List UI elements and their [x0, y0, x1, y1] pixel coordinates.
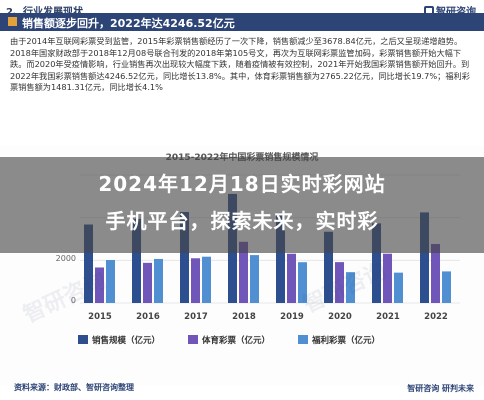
- bar-2022-1: [431, 244, 440, 303]
- footer-brand: 智研咨询 研判未来: [407, 384, 474, 393]
- bar-2021-2: [394, 272, 403, 303]
- x-tick-label: 2021: [376, 312, 400, 322]
- bar-2021-1: [383, 253, 392, 303]
- title-square-icon: [8, 17, 17, 26]
- y-tick-label: 0: [70, 296, 76, 305]
- bar-2021-0: [372, 223, 381, 303]
- legend-label: 销售规模（亿元）: [92, 336, 161, 346]
- bar-2015-2: [106, 260, 115, 303]
- bar-2020-1: [335, 262, 344, 303]
- x-tick-label: 2016: [136, 312, 160, 322]
- legend-item: 销售规模（亿元）: [78, 334, 160, 348]
- x-tick-label: 2020: [328, 312, 352, 322]
- x-tick-label: 2019: [280, 312, 304, 322]
- source-note: 资料来源：财政部、智研咨询整理: [14, 383, 134, 392]
- bar-2015-1: [95, 267, 104, 303]
- bar-2016-0: [132, 218, 141, 303]
- header: 2、行业发展现状 智研咨询 销售额逐步回升，2022年达4246.52亿元: [0, 0, 484, 31]
- x-tick-label: 2015: [88, 312, 112, 322]
- overlay-headline-line1: 2024年12月18日实时彩网站: [98, 172, 386, 196]
- section-tag: 2、行业发展现状: [6, 3, 83, 18]
- bar-2019-1: [287, 253, 296, 303]
- page-title: 销售额逐步回升，2022年达4246.52亿元: [22, 17, 235, 30]
- x-tick-label: 2022: [424, 312, 448, 322]
- bar-2017-0: [180, 211, 189, 303]
- bar-2017-2: [202, 256, 211, 303]
- overlay-headline-line2: 手机平台，探索未来，实时彩: [105, 209, 379, 233]
- legend-label: 体育彩票（亿元）: [202, 336, 271, 346]
- bar-2019-2: [298, 262, 307, 303]
- y-tick-label: 2000: [55, 254, 76, 263]
- bar-2022-0: [420, 212, 429, 303]
- bar-2017-1: [191, 258, 200, 303]
- body-paragraph: 由于2014年互联网彩票受到监管，2015年彩票销售额经历了一次下降，销售额减少…: [10, 36, 470, 92]
- headline-overlay: [0, 157, 484, 253]
- brand-name: 智研咨询: [436, 7, 476, 18]
- bar-2018-2: [250, 255, 259, 303]
- legend-label: 福利彩票（亿元）: [312, 336, 381, 346]
- legend-item: 福利彩票（亿元）: [298, 334, 380, 348]
- legend-swatch: [188, 335, 198, 344]
- x-tick-label: 2018: [232, 312, 256, 322]
- bar-2022-2: [442, 271, 451, 303]
- legend-swatch: [298, 335, 308, 344]
- legend-swatch: [78, 335, 88, 344]
- bar-2015-0: [84, 224, 93, 303]
- bar-2016-1: [143, 262, 152, 303]
- x-tick-label: 2017: [184, 312, 208, 322]
- bar-2016-2: [154, 258, 163, 303]
- bar-2018-1: [239, 241, 248, 303]
- bar-2020-2: [346, 272, 355, 303]
- title-bar: 销售额逐步回升，2022年达4246.52亿元: [0, 13, 484, 31]
- bar-2019-0: [276, 212, 285, 303]
- bar-2020-0: [324, 231, 333, 303]
- legend-item: 体育彩票（亿元）: [188, 334, 270, 348]
